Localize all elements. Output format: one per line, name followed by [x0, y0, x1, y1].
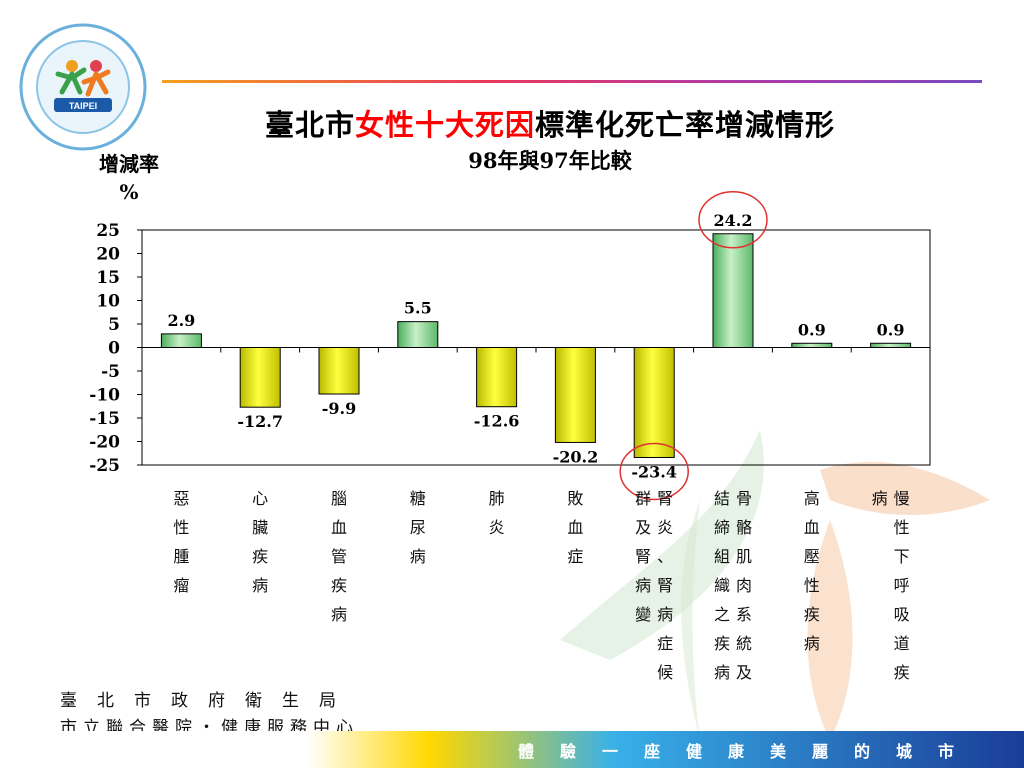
x-category-label: 惡性腫瘤 — [173, 489, 190, 595]
data-label: 0.9 — [798, 320, 826, 339]
highlight-circle — [619, 442, 689, 501]
title-highlight: 女性十大死因 — [354, 108, 535, 142]
bottom-banner: 體驗一座健康美麗的城市 — [0, 731, 1024, 768]
y-axis-label-line1: 增減率 — [99, 152, 159, 176]
bar — [712, 233, 754, 348]
highlight-circle — [698, 191, 768, 249]
x-category-label: 病 — [871, 489, 888, 508]
y-tick-label: -5 — [101, 362, 120, 382]
bar — [633, 347, 675, 458]
x-category-label: 群及腎病變 — [635, 489, 652, 624]
bar — [239, 347, 281, 408]
y-tick-label: 10 — [96, 292, 120, 312]
bar — [870, 342, 912, 348]
svg-text:TAIPEI: TAIPEI — [69, 101, 97, 111]
x-category-label: 肺炎 — [488, 489, 505, 537]
x-category-label: 糖尿病 — [409, 489, 426, 566]
x-category-label: 慢性下呼吸道疾 — [893, 489, 910, 682]
slogan-text: 體驗一座健康美麗的城市 — [517, 742, 980, 761]
data-label: 0.9 — [877, 320, 905, 339]
data-label: -12.7 — [237, 412, 283, 431]
x-category-label: 結締組織之疾病 — [713, 489, 730, 682]
bar — [318, 347, 360, 395]
footer-line1: 臺北市政府衛生局 — [60, 691, 356, 711]
y-axis-label-unit: % — [119, 180, 139, 204]
y-tick-label: 0 — [108, 339, 120, 359]
data-label: 2.9 — [167, 311, 195, 330]
y-axis-label: 增減率 % — [84, 150, 174, 206]
x-category-label: 高血壓性疾病 — [803, 489, 820, 653]
y-tick-label: -20 — [89, 433, 120, 453]
bar — [160, 333, 202, 348]
header-divider — [162, 80, 982, 83]
bar — [554, 347, 596, 443]
chart-subtitle: 98年與97年比較 — [468, 148, 632, 173]
bar — [476, 347, 518, 408]
data-label: 5.5 — [404, 299, 432, 318]
bar — [397, 321, 439, 348]
chart-title: 臺北市女性十大死因標準化死亡率增減情形 — [0, 102, 1024, 144]
x-category-label: 腦血管疾病 — [330, 489, 347, 624]
title-suffix: 標準化死亡率增減情形 — [535, 108, 836, 142]
health-center-logo: TAIPEI — [19, 23, 147, 151]
y-tick-label: -25 — [89, 456, 120, 476]
y-tick-label: 25 — [96, 221, 120, 241]
x-category-label: 腎炎、腎病症候 — [657, 489, 674, 682]
data-label: -12.6 — [474, 412, 520, 431]
y-tick-label: -10 — [89, 386, 120, 406]
data-label: -23.4 — [631, 462, 677, 481]
y-tick-label: 15 — [96, 268, 120, 288]
y-tick-label: 5 — [108, 315, 120, 335]
data-label: -9.9 — [322, 399, 356, 418]
data-label: 24.2 — [714, 211, 753, 230]
x-category-label: 敗血症 — [567, 489, 584, 566]
y-tick-label: 20 — [96, 245, 120, 265]
x-category-label: 心臟疾病 — [252, 489, 269, 595]
y-tick-label: -15 — [89, 409, 120, 429]
data-label: -20.2 — [553, 447, 599, 466]
title-prefix: 臺北市 — [264, 108, 355, 142]
bar — [791, 342, 833, 348]
x-category-label: 骨骼肌肉系統及 — [735, 489, 752, 682]
